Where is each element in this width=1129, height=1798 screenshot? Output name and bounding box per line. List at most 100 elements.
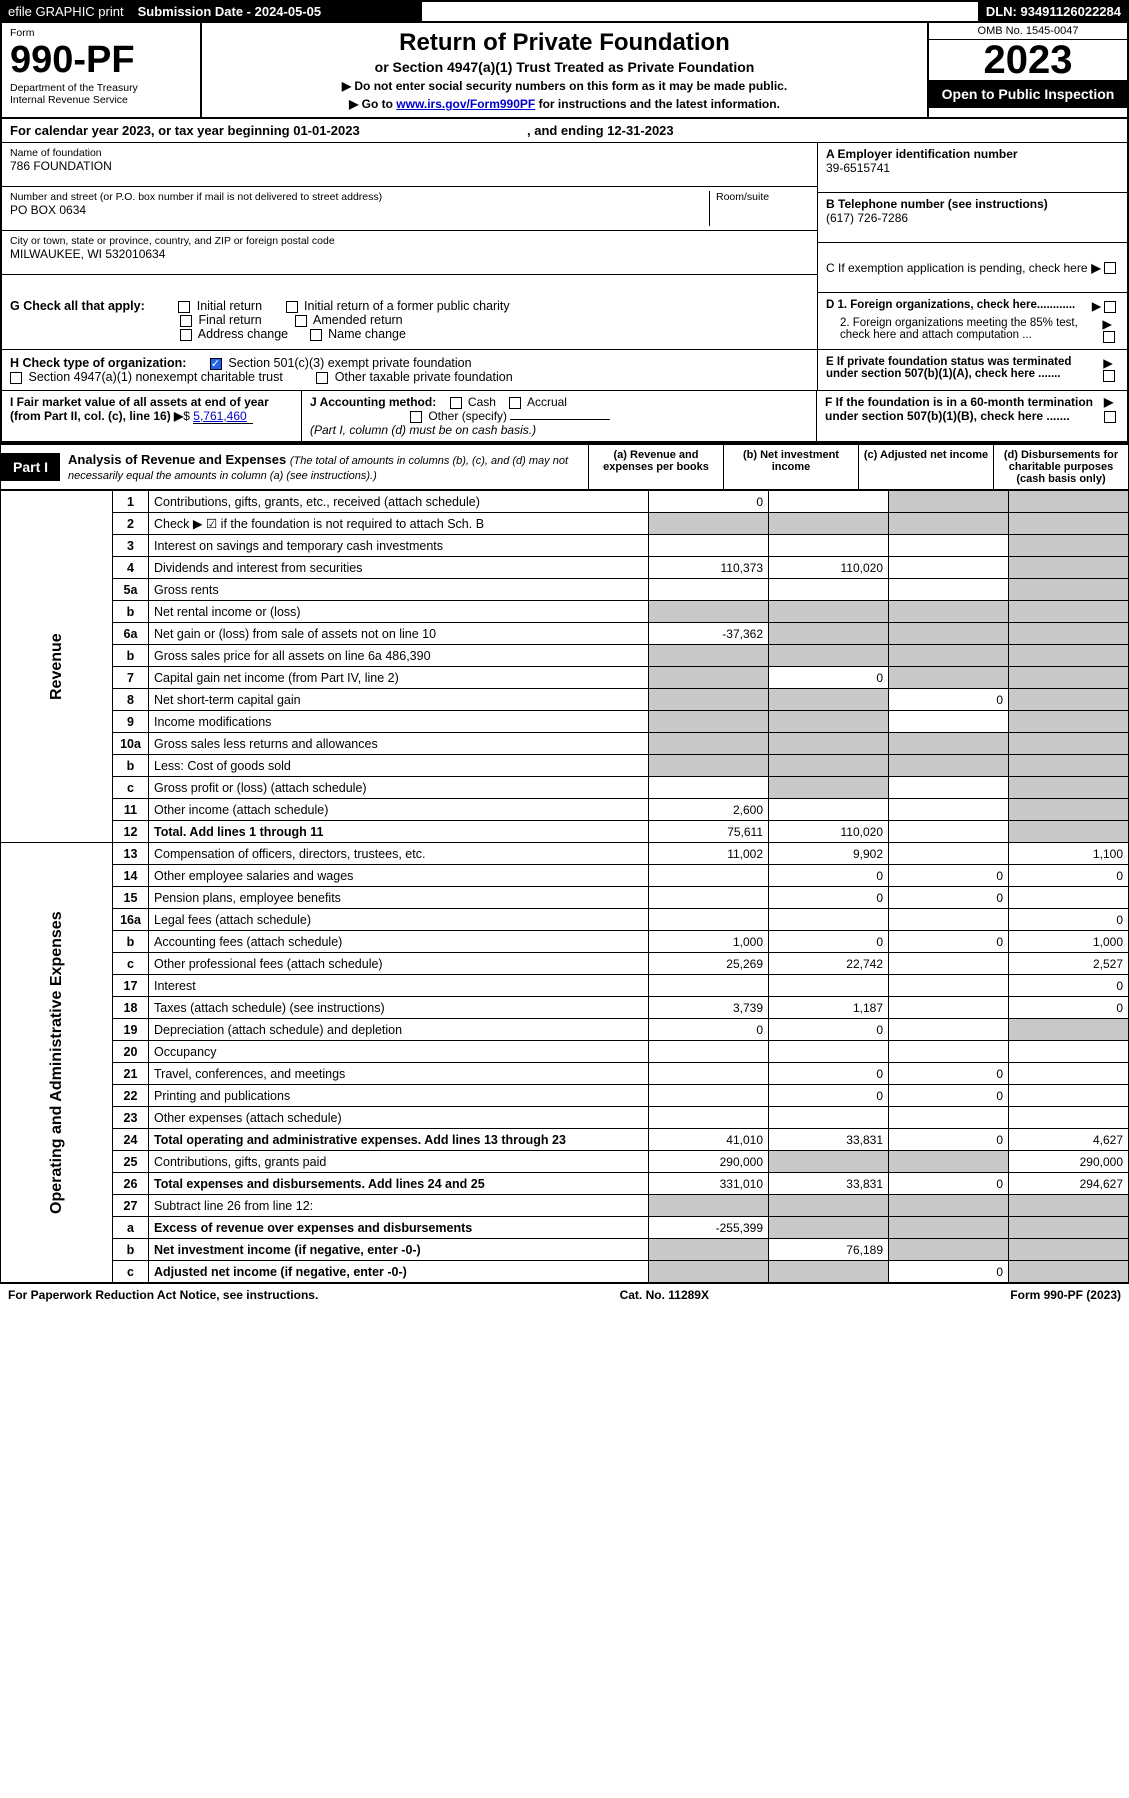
row-num: 2 xyxy=(113,513,149,535)
irs: Internal Revenue Service xyxy=(10,94,192,106)
cell-c xyxy=(889,777,1009,799)
cell-a: 3,739 xyxy=(649,997,769,1019)
d1-checkbox[interactable] xyxy=(1104,301,1116,313)
cell-dcol xyxy=(1009,557,1129,579)
j-other[interactable] xyxy=(410,411,422,423)
row-desc: Income modifications xyxy=(149,711,649,733)
c-checkbox[interactable] xyxy=(1104,262,1116,274)
cell-b xyxy=(769,975,889,997)
cell-b xyxy=(769,1195,889,1217)
cell-a xyxy=(649,865,769,887)
g-amended[interactable] xyxy=(295,315,307,327)
row-num: 12 xyxy=(113,821,149,843)
row-num: 25 xyxy=(113,1151,149,1173)
cell-a xyxy=(649,535,769,557)
i-value[interactable]: 5,761,460 xyxy=(193,409,253,424)
row-num: 6a xyxy=(113,623,149,645)
cell-b: 0 xyxy=(769,887,889,909)
h-501c3[interactable] xyxy=(210,358,222,370)
cell-dcol xyxy=(1009,821,1129,843)
cell-dcol xyxy=(1009,667,1129,689)
h-label: H Check type of organization: xyxy=(10,356,186,370)
table-row: bGross sales price for all assets on lin… xyxy=(1,645,1129,667)
table-row: 10aGross sales less returns and allowanc… xyxy=(1,733,1129,755)
cell-c: 0 xyxy=(889,1085,1009,1107)
table-row: 20Occupancy xyxy=(1,1041,1129,1063)
g-addr-change[interactable] xyxy=(180,329,192,341)
cell-dcol xyxy=(1009,1195,1129,1217)
cell-c xyxy=(889,975,1009,997)
cell-b: 0 xyxy=(769,865,889,887)
cell-c xyxy=(889,1151,1009,1173)
cell-b xyxy=(769,491,889,513)
cell-c xyxy=(889,1041,1009,1063)
cell-a: 41,010 xyxy=(649,1129,769,1151)
form990pf-link[interactable]: www.irs.gov/Form990PF xyxy=(396,97,535,111)
row-desc: Total. Add lines 1 through 11 xyxy=(149,821,649,843)
row-num: c xyxy=(113,777,149,799)
g-name-change[interactable] xyxy=(310,329,322,341)
table-row: 6aNet gain or (loss) from sale of assets… xyxy=(1,623,1129,645)
row-num: 21 xyxy=(113,1063,149,1085)
h-other[interactable] xyxy=(316,372,328,384)
j-cash[interactable] xyxy=(450,397,462,409)
row-desc: Less: Cost of goods sold xyxy=(149,755,649,777)
note-ssn: ▶ Do not enter social security numbers o… xyxy=(212,79,917,93)
e-checkbox[interactable] xyxy=(1103,370,1115,382)
cell-dcol xyxy=(1009,513,1129,535)
cell-b xyxy=(769,755,889,777)
cell-dcol xyxy=(1009,645,1129,667)
cell-c xyxy=(889,579,1009,601)
cell-b xyxy=(769,513,889,535)
g-initial-former[interactable] xyxy=(286,301,298,313)
g-initial[interactable] xyxy=(178,301,190,313)
row-num: 27 xyxy=(113,1195,149,1217)
row-desc: Interest on savings and temporary cash i… xyxy=(149,535,649,557)
row-num: b xyxy=(113,1239,149,1261)
j-accrual[interactable] xyxy=(509,397,521,409)
row-desc: Printing and publications xyxy=(149,1085,649,1107)
form-header: Form 990-PF Department of the Treasury I… xyxy=(0,23,1129,119)
cell-c: 0 xyxy=(889,1261,1009,1283)
cell-c xyxy=(889,1195,1009,1217)
cell-a xyxy=(649,1239,769,1261)
h-4947[interactable] xyxy=(10,372,22,384)
d2-checkbox[interactable] xyxy=(1103,331,1115,343)
footer-right: Form 990-PF (2023) xyxy=(1010,1288,1121,1302)
row-num: 14 xyxy=(113,865,149,887)
row-num: 23 xyxy=(113,1107,149,1129)
row-desc: Other employee salaries and wages xyxy=(149,865,649,887)
cell-a xyxy=(649,733,769,755)
cell-a: 290,000 xyxy=(649,1151,769,1173)
cell-c: 0 xyxy=(889,689,1009,711)
cell-c xyxy=(889,1217,1009,1239)
cell-a: 2,600 xyxy=(649,799,769,821)
city-label: City or town, state or province, country… xyxy=(10,235,809,247)
row-desc: Contributions, gifts, grants paid xyxy=(149,1151,649,1173)
row-desc: Depreciation (attach schedule) and deple… xyxy=(149,1019,649,1041)
cell-dcol xyxy=(1009,887,1129,909)
tax-year: 2023 xyxy=(929,40,1127,80)
cell-dcol: 294,627 xyxy=(1009,1173,1129,1195)
cell-a xyxy=(649,645,769,667)
g-final[interactable] xyxy=(180,315,192,327)
cell-a xyxy=(649,1085,769,1107)
table-row: 22Printing and publications00 xyxy=(1,1085,1129,1107)
cell-dcol xyxy=(1009,799,1129,821)
row-desc: Gross rents xyxy=(149,579,649,601)
f-checkbox[interactable] xyxy=(1104,411,1116,423)
cell-dcol: 0 xyxy=(1009,909,1129,931)
cell-dcol xyxy=(1009,755,1129,777)
cell-c xyxy=(889,491,1009,513)
row-desc: Pension plans, employee benefits xyxy=(149,887,649,909)
cell-a: 110,373 xyxy=(649,557,769,579)
cell-dcol xyxy=(1009,689,1129,711)
cell-a: 25,269 xyxy=(649,953,769,975)
cell-dcol xyxy=(1009,1239,1129,1261)
phone-label: B Telephone number (see instructions) xyxy=(826,197,1119,211)
row-desc: Capital gain net income (from Part IV, l… xyxy=(149,667,649,689)
row-num: 26 xyxy=(113,1173,149,1195)
row-desc: Compensation of officers, directors, tru… xyxy=(149,843,649,865)
cell-a xyxy=(649,887,769,909)
efile-badge[interactable]: efile GRAPHIC print xyxy=(2,2,132,21)
